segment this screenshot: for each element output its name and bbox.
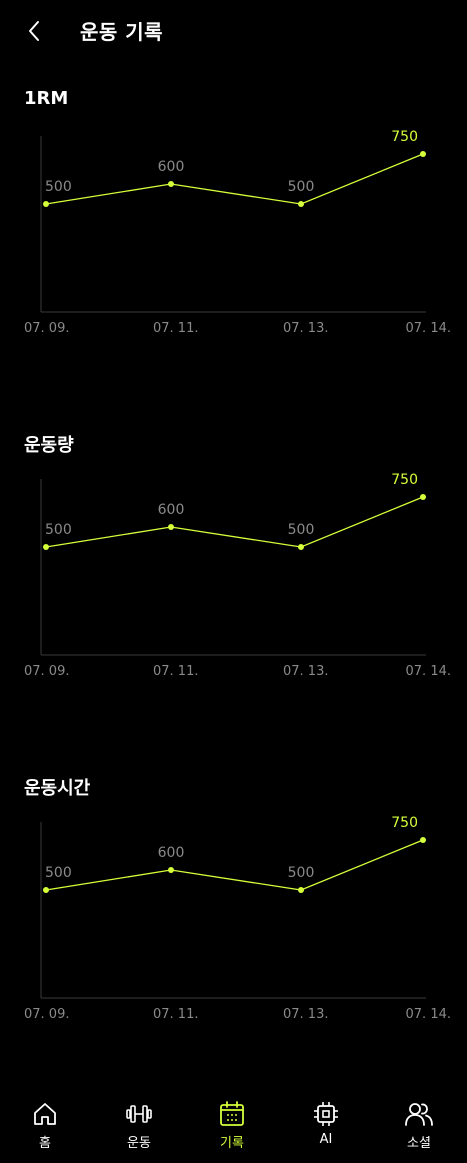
data-point [298, 201, 304, 207]
data-label: 500 [288, 865, 315, 881]
data-point [43, 201, 49, 207]
tab-label: 기록 [192, 1132, 272, 1151]
data-point [43, 544, 49, 550]
chip-icon [312, 1100, 340, 1128]
x-tick-label: 07. 13. [283, 664, 328, 679]
x-tick-label: 07. 09. [24, 321, 69, 336]
data-label: 500 [45, 865, 72, 881]
series-line [46, 154, 423, 204]
data-label: 600 [158, 502, 185, 518]
tab-label: 홈 [5, 1132, 85, 1151]
dumbbell-icon [125, 1100, 153, 1128]
x-tick-label: 07. 11. [153, 664, 198, 679]
chart-duration: 500 07. 09. 600 07. 11. 500 07. 13. 750 07. 14. [0, 804, 467, 1024]
data-point [420, 837, 426, 843]
x-tick-label: 07. 09. [24, 664, 69, 679]
data-label: 500 [45, 179, 72, 195]
chart-volume: 500 07. 09. 600 07. 11. 500 07. 13. 750 07. 14. [0, 461, 467, 681]
tab-label: 운동 [99, 1132, 179, 1151]
x-tick-label: 07. 14. [406, 664, 451, 679]
home-icon [31, 1100, 59, 1128]
series-line [46, 497, 423, 547]
section-volume: 운동량 500 07. 09. 600 07. 11. 500 07. 13. 750 07.… [0, 431, 467, 681]
data-label: 750 [391, 815, 418, 831]
data-point [168, 181, 174, 187]
bottom-tab-bar: 홈 운동 기록 [0, 1090, 467, 1163]
tab-workout[interactable]: 운동 [99, 1100, 179, 1152]
x-tick-label: 07. 09. [24, 1007, 69, 1022]
data-point [298, 887, 304, 893]
x-tick-label: 07. 11. [153, 1007, 198, 1022]
tab-label: AI [286, 1132, 366, 1147]
data-label: 500 [288, 522, 315, 538]
section-duration: 운동시간 500 07. 09. 600 07. 11. 500 07. 13. 750 07… [0, 774, 467, 1024]
section-title: 1RM [24, 88, 68, 109]
chart-1rm: 500 07. 09. 600 07. 11. 500 07. 13. 750 07. 14. [0, 118, 467, 338]
section-title: 운동시간 [24, 774, 90, 800]
series-line [46, 840, 423, 890]
page-title: 운동 기록 [80, 16, 163, 45]
tab-records[interactable]: 기록 [192, 1100, 272, 1152]
data-label: 500 [45, 522, 72, 538]
data-label: 600 [158, 845, 185, 861]
data-point [420, 151, 426, 157]
data-point [43, 887, 49, 893]
users-icon [405, 1100, 433, 1128]
calendar-icon [218, 1100, 246, 1128]
x-tick-label: 07. 14. [406, 321, 451, 336]
chevron-left-icon [20, 14, 50, 48]
x-tick-label: 07. 13. [283, 1007, 328, 1022]
tab-ai[interactable]: AI [286, 1100, 366, 1152]
x-tick-label: 07. 13. [283, 321, 328, 336]
data-point [298, 544, 304, 550]
back-button[interactable] [20, 14, 50, 48]
x-tick-label: 07. 14. [406, 1007, 451, 1022]
data-point [420, 494, 426, 500]
section-title: 운동량 [24, 431, 74, 457]
tab-home[interactable]: 홈 [5, 1100, 85, 1152]
data-point [168, 867, 174, 873]
tab-label: 소셜 [379, 1132, 459, 1151]
data-label: 600 [158, 159, 185, 175]
data-label: 750 [391, 472, 418, 488]
section-1rm: 1RM 500 07. 09. 600 07. 11. 500 07. 13. 750 07.… [0, 88, 467, 338]
x-tick-label: 07. 11. [153, 321, 198, 336]
data-point [168, 524, 174, 530]
tab-social[interactable]: 소셜 [379, 1100, 459, 1152]
header: 운동 기록 [0, 0, 467, 62]
data-label: 750 [391, 129, 418, 145]
data-label: 500 [288, 179, 315, 195]
